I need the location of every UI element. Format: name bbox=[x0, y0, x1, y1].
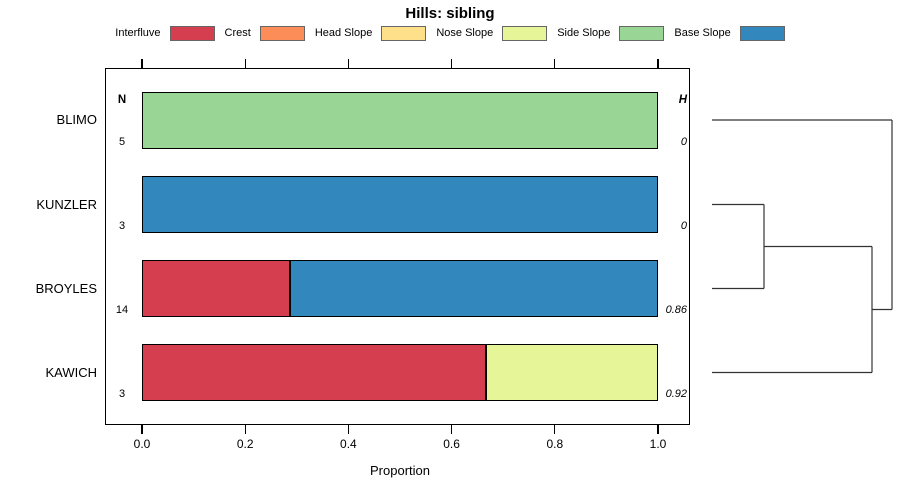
x-axis-tick-label: 0.0 bbox=[133, 437, 151, 451]
x-axis-bottom-tick bbox=[141, 425, 143, 434]
n-value: 3 bbox=[118, 388, 126, 400]
n-value: 3 bbox=[118, 220, 126, 232]
legend-item: Crest bbox=[224, 25, 305, 41]
x-axis-bottom-tick bbox=[657, 425, 659, 434]
legend-swatch bbox=[169, 25, 215, 41]
x-axis-bottom-tick bbox=[244, 425, 246, 434]
x-axis-bottom-tick bbox=[554, 425, 556, 434]
h-value: 0.86 bbox=[665, 304, 687, 316]
legend-item-label: Crest bbox=[224, 27, 251, 39]
y-axis-label: KAWICH bbox=[45, 364, 97, 380]
y-axis-label: KUNZLER bbox=[36, 196, 97, 212]
bar-segment bbox=[289, 260, 658, 317]
legend-item-label: Nose Slope bbox=[436, 27, 494, 39]
legend-item: Head Slope bbox=[314, 25, 427, 41]
x-axis-top-tick bbox=[657, 59, 659, 68]
x-axis-tick-label: 0.8 bbox=[546, 437, 564, 451]
legend-item: Side Slope bbox=[557, 25, 665, 41]
x-axis-tick-label: 0.4 bbox=[340, 437, 357, 451]
n-column-header: N bbox=[117, 94, 127, 106]
n-value: 14 bbox=[115, 304, 129, 316]
h-column-header: H bbox=[678, 94, 687, 106]
h-value: 0.92 bbox=[665, 388, 687, 400]
x-axis-tick-label: 0.2 bbox=[236, 437, 254, 451]
legend-swatch bbox=[619, 25, 665, 41]
legend-swatch bbox=[739, 25, 785, 41]
x-axis-tick-label: 0.6 bbox=[443, 437, 460, 451]
legend-item: Base Slope bbox=[674, 25, 785, 41]
legend: Interfluve Crest Head Slope Nose Slope Side … bbox=[0, 24, 900, 42]
x-axis-bottom-tick bbox=[450, 425, 453, 434]
legend-item-label: Base Slope bbox=[674, 27, 731, 39]
bar-segment bbox=[142, 91, 658, 149]
bar-segment bbox=[142, 176, 658, 233]
chart-title: Hills: sibling bbox=[405, 5, 495, 22]
legend-swatch bbox=[381, 25, 427, 41]
x-axis-top-tick bbox=[244, 59, 246, 68]
h-value: 0 bbox=[680, 220, 687, 232]
x-axis-bottom-tick bbox=[347, 425, 350, 434]
legend-item-label: Head Slope bbox=[314, 27, 373, 39]
y-axis-label: BLIMO bbox=[56, 112, 97, 127]
n-value: 5 bbox=[118, 135, 126, 148]
bar-segment bbox=[142, 344, 487, 401]
bar-segment bbox=[486, 344, 658, 401]
x-axis-top-tick bbox=[141, 59, 143, 68]
legend-item: Nose Slope bbox=[436, 25, 548, 41]
y-axis-label: BROYLES bbox=[35, 280, 97, 296]
x-axis-top-tick bbox=[347, 59, 350, 68]
legend-item-label: Side Slope bbox=[557, 27, 611, 39]
x-axis-top-tick bbox=[450, 59, 453, 68]
legend-swatch bbox=[502, 25, 548, 41]
legend-item: Interfluve bbox=[115, 25, 215, 41]
x-axis-tick-label: 1.0 bbox=[649, 437, 667, 451]
bar-segment bbox=[142, 260, 290, 317]
legend-swatch bbox=[259, 25, 305, 41]
x-axis-top-tick bbox=[554, 59, 556, 68]
x-axis-title: Proportion bbox=[370, 463, 430, 478]
legend-item-label: Interfluve bbox=[115, 27, 161, 39]
h-value: 0 bbox=[680, 135, 687, 148]
